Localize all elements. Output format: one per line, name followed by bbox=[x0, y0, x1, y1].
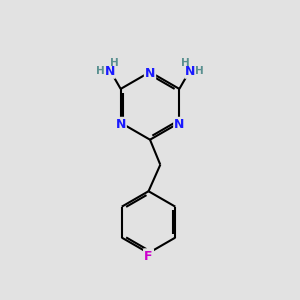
Text: N: N bbox=[116, 118, 126, 131]
Text: N: N bbox=[174, 118, 184, 131]
Text: H: H bbox=[181, 58, 190, 68]
Text: H: H bbox=[110, 58, 119, 68]
Text: H: H bbox=[195, 66, 204, 76]
Text: N: N bbox=[185, 65, 196, 78]
Text: N: N bbox=[145, 67, 155, 80]
Text: N: N bbox=[104, 65, 115, 78]
Text: F: F bbox=[144, 250, 153, 262]
Text: H: H bbox=[96, 66, 105, 76]
